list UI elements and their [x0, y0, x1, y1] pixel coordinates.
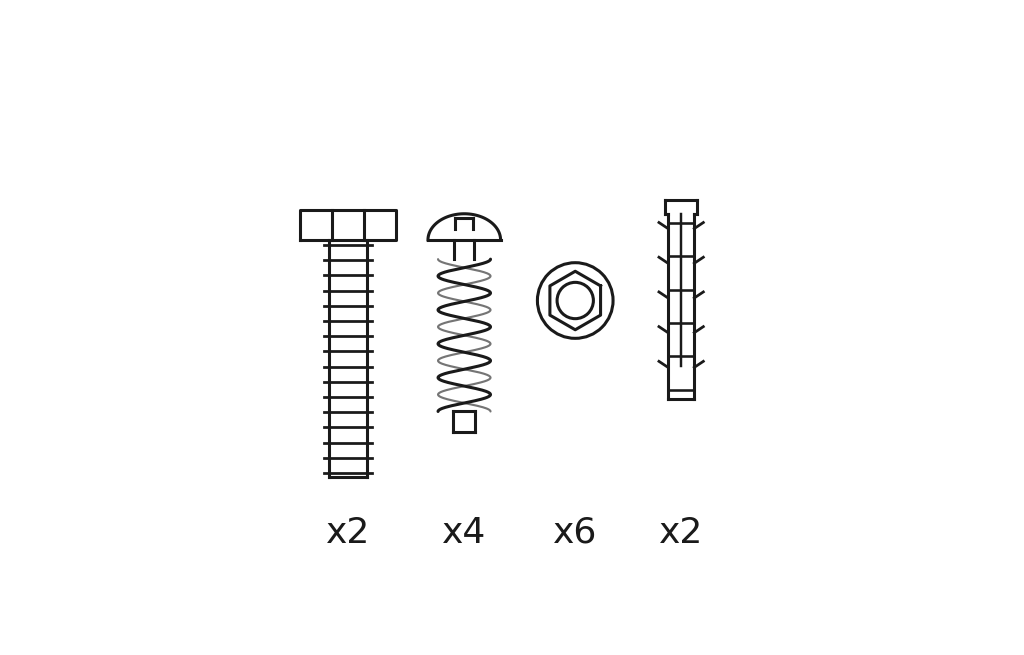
Text: x2: x2 — [659, 515, 703, 550]
Text: x6: x6 — [553, 515, 597, 550]
Text: x2: x2 — [326, 515, 371, 550]
Text: x4: x4 — [442, 515, 486, 550]
